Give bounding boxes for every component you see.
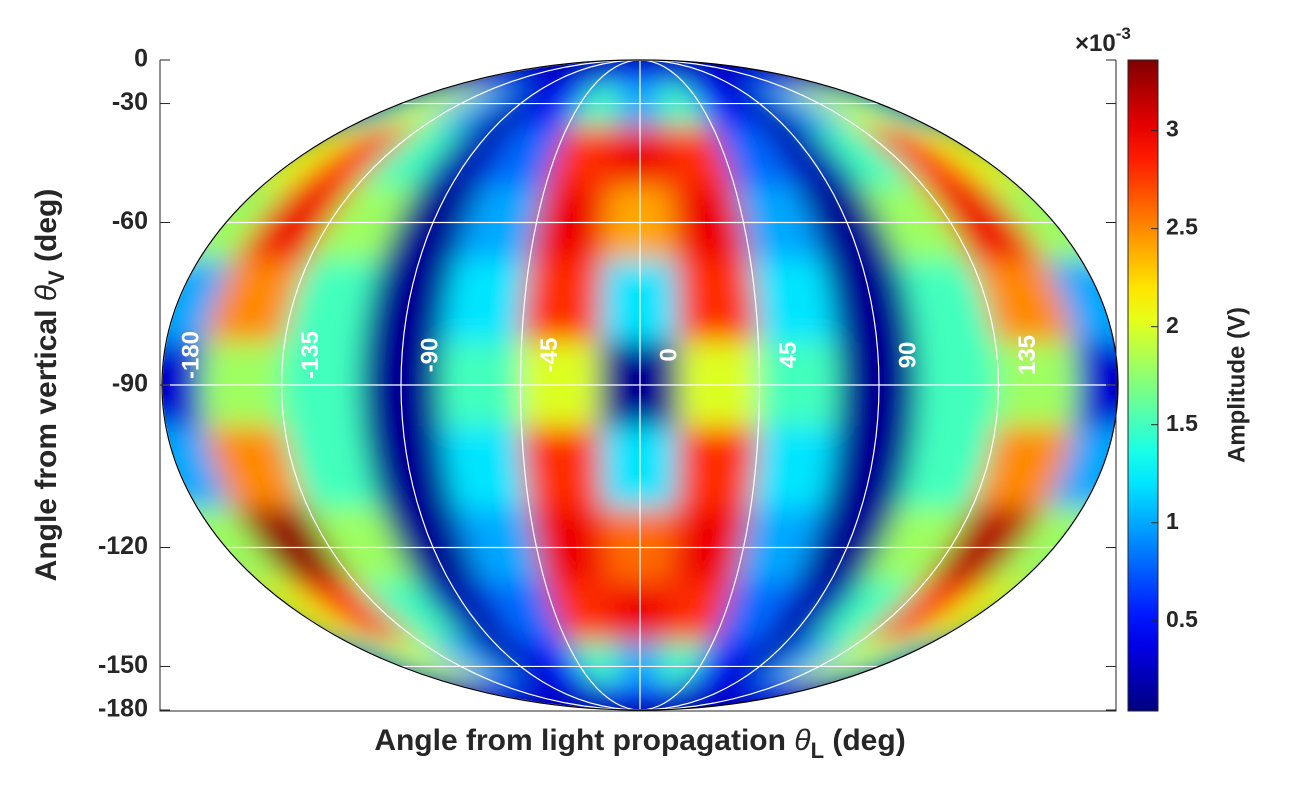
y-tick-label: -180 xyxy=(98,695,148,723)
heat-cell xyxy=(441,426,531,511)
colorbar-tick-label: 0.5 xyxy=(1166,606,1198,632)
y-tick-label: -30 xyxy=(112,88,148,116)
meridian-label: -135 xyxy=(297,331,324,379)
meridian-label: 45 xyxy=(775,342,802,369)
y-tick-label: -60 xyxy=(112,207,148,235)
meridian-label: -180 xyxy=(177,331,204,379)
y-tick-label: -150 xyxy=(98,651,148,679)
heat-cell xyxy=(528,508,610,584)
meridian xyxy=(400,59,641,711)
y-tick-label: 0 xyxy=(134,45,148,73)
meridian xyxy=(280,59,641,711)
meridian-label: 0 xyxy=(655,348,682,361)
colorbar-tick-label: 1.5 xyxy=(1166,410,1198,436)
colorbar-label: Amplitude (V) xyxy=(1223,307,1250,463)
x-axis-label: Angle from light propagation θL (deg) xyxy=(374,724,905,763)
meridian xyxy=(519,59,641,711)
heat-cell xyxy=(675,426,760,511)
heat-cell xyxy=(528,186,610,262)
colorbar-tick-label: 2 xyxy=(1166,312,1179,338)
heat-cell xyxy=(520,259,605,344)
colorbar-tick-label: 3 xyxy=(1166,116,1179,142)
heat-cell xyxy=(749,259,839,344)
colorbar-axis: 0.5 1 1.5 2 2.5 3 xyxy=(1151,116,1198,632)
meridian xyxy=(639,59,880,711)
grid: -180 -135 -90 -45 0 45 90 135 xyxy=(160,59,1116,711)
y-tick-label: -90 xyxy=(112,370,148,398)
colorbar-multiplier: ×10-3 xyxy=(1075,24,1131,57)
meridian-label: 90 xyxy=(894,342,921,369)
heat-cell xyxy=(441,259,531,344)
y-tick-label: -120 xyxy=(98,532,148,560)
heat-cell xyxy=(1043,426,1118,511)
meridian xyxy=(639,59,1000,711)
meridian-label: -45 xyxy=(536,338,563,373)
heat-cell xyxy=(675,259,760,344)
heat-cell xyxy=(520,426,605,511)
heat-cell xyxy=(362,259,458,344)
heat-cell xyxy=(749,426,839,511)
y-axis-label: Angle from vertical θV (deg) xyxy=(30,189,69,582)
meridian-label: 135 xyxy=(1014,335,1041,375)
meridian xyxy=(639,59,761,711)
axis-box xyxy=(159,60,1117,712)
meridian-label: -90 xyxy=(416,338,443,373)
heat-cell xyxy=(362,426,458,511)
colorbar-tick-label: 1 xyxy=(1166,508,1179,534)
colorbar xyxy=(1127,59,1159,712)
axes: 0 -30 -60 -90 -120 -150 -180 xyxy=(98,45,1117,723)
colorbar-tick-label: 2.5 xyxy=(1166,214,1198,240)
